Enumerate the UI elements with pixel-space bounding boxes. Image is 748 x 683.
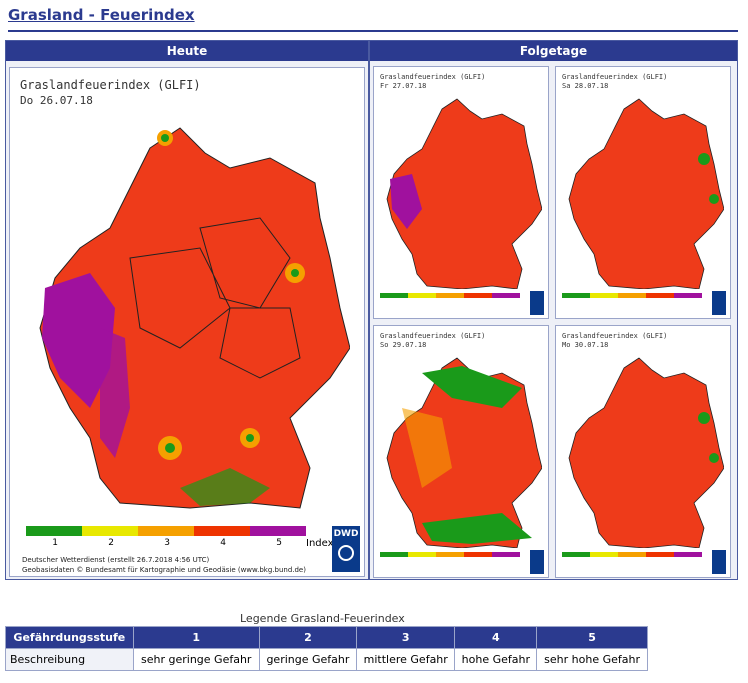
germany-map-forecast xyxy=(568,357,724,548)
dwd-logo xyxy=(712,550,726,574)
forecast-legend-bar xyxy=(380,293,520,298)
forecast-map-card[interactable]: Graslandfeuerindex (GLFI) Mo 30.07.18 xyxy=(555,325,731,578)
forecast-map-title: Graslandfeuerindex (GLFI) xyxy=(562,73,668,81)
legend-table: Gefährdungsstufe 1 2 3 4 5 Beschreibung … xyxy=(5,626,648,671)
forecast-legend-bar xyxy=(562,552,702,557)
forecast-map-card[interactable]: Graslandfeuerindex (GLFI) So 29.07.18 xyxy=(373,325,549,578)
legend-level-1: 1 xyxy=(132,626,260,649)
legend-level-4: 4 xyxy=(454,626,538,649)
legend-swatch-1 xyxy=(26,526,82,536)
today-map-card[interactable]: Graslandfeuerindex (GLFI) Do 26.07.18 1 … xyxy=(9,67,365,577)
today-map-title: Graslandfeuerindex (GLFI) xyxy=(20,78,201,92)
legend-desc-1: sehr geringe Gefahr xyxy=(132,648,260,671)
dwd-logo xyxy=(712,291,726,315)
legend-num: 4 xyxy=(220,538,226,548)
today-legend-bar xyxy=(26,526,306,536)
legend-desc-2: geringe Gefahr xyxy=(258,648,358,671)
germany-map-forecast xyxy=(386,98,542,289)
legend-table-caption: Legende Grasland-Feuerindex xyxy=(240,612,405,625)
forecast-map-card[interactable]: Graslandfeuerindex (GLFI) Sa 28.07.18 xyxy=(555,66,731,319)
today-footer-credit: Deutscher Wetterdienst (erstellt 26.7.20… xyxy=(22,556,210,564)
legend-level-5: 5 xyxy=(536,626,648,649)
legend-header-label: Gefährdungsstufe xyxy=(5,626,134,649)
forecast-map-date: Mo 30.07.18 xyxy=(562,341,609,349)
legend-num: 3 xyxy=(164,538,170,548)
forecast-legend-bar xyxy=(380,552,520,557)
dwd-logo xyxy=(530,550,544,574)
legend-swatch-3 xyxy=(138,526,194,536)
legend-swatch-2 xyxy=(82,526,138,536)
legend-level-3: 3 xyxy=(355,626,456,649)
legend-description-row: Beschreibung sehr geringe Gefahr geringe… xyxy=(5,648,648,671)
today-map-date: Do 26.07.18 xyxy=(20,94,93,107)
dwd-swirl-icon xyxy=(338,545,354,561)
forecast-map-date: Fr 27.07.18 xyxy=(380,82,427,90)
legend-swatch-4 xyxy=(194,526,250,536)
legend-desc-4: hohe Gefahr xyxy=(454,648,538,671)
legend-num: 2 xyxy=(108,538,114,548)
dwd-logo xyxy=(530,291,544,315)
legend-desc-5: sehr hohe Gefahr xyxy=(536,648,648,671)
forecast-map-date: So 29.07.18 xyxy=(380,341,427,349)
forecast-map-card[interactable]: Graslandfeuerindex (GLFI) Fr 27.07.18 xyxy=(373,66,549,319)
tab-folgetage[interactable]: Folgetage xyxy=(370,41,737,61)
forecast-map-date: Sa 28.07.18 xyxy=(562,82,609,90)
legend-unit: Index xyxy=(306,538,334,549)
legend-num: 5 xyxy=(276,538,282,548)
legend-swatch-5 xyxy=(250,526,306,536)
legend-header-row: Gefährdungsstufe 1 2 3 4 5 xyxy=(5,626,648,649)
page-title: Grasland - Feuerindex xyxy=(8,6,195,24)
legend-level-2: 2 xyxy=(258,626,358,649)
tab-heute[interactable]: Heute xyxy=(6,41,368,61)
forecast-map-title: Graslandfeuerindex (GLFI) xyxy=(380,332,486,340)
germany-map-forecast xyxy=(386,357,542,548)
germany-map-forecast xyxy=(568,98,724,289)
forecast-legend-bar xyxy=(562,293,702,298)
forecast-map-title: Graslandfeuerindex (GLFI) xyxy=(562,332,668,340)
dwd-logo: DWD xyxy=(332,526,360,572)
forecast-map-title: Graslandfeuerindex (GLFI) xyxy=(380,73,486,81)
title-divider xyxy=(8,30,738,32)
today-legend-numbers: 1 2 3 4 5 xyxy=(26,538,306,548)
legend-row-label: Beschreibung xyxy=(5,648,134,671)
today-panel: Heute Graslandfeuerindex (GLFI) Do 26.07… xyxy=(5,40,369,580)
legend-desc-3: mittlere Gefahr xyxy=(355,648,456,671)
today-footer-geodata: Geobasisdaten © Bundesamt für Kartograph… xyxy=(22,566,306,574)
germany-map-today xyxy=(39,127,350,509)
legend-num: 1 xyxy=(52,538,58,548)
